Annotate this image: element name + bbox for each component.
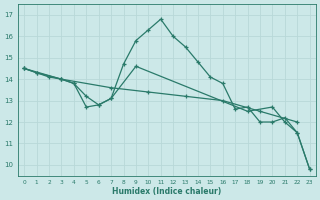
X-axis label: Humidex (Indice chaleur): Humidex (Indice chaleur) [112, 187, 221, 196]
